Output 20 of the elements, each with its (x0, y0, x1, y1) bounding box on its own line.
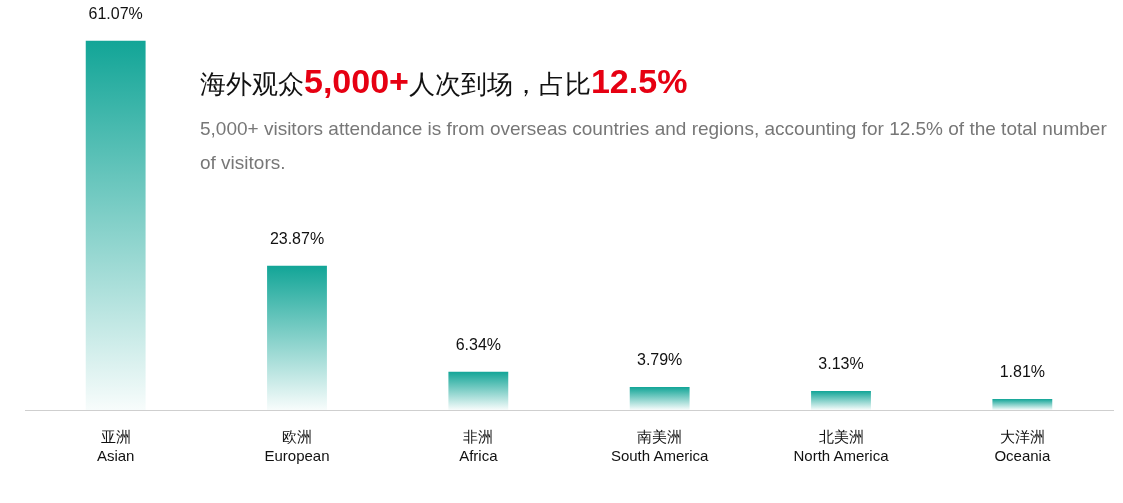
bar (992, 399, 1053, 410)
x-tick-label: 非洲 Africa (459, 427, 499, 465)
bar (448, 371, 509, 410)
x-tick-label: 北美洲 North America (793, 427, 890, 465)
data-label: 61.07% (88, 5, 143, 23)
text: 5,000+ visitors attendance is from overseas countries and regions, accounting for 12.5% of the total number of visitors. (200, 117, 1108, 175)
x-tick-label: 亚洲 Asian (96, 427, 135, 465)
data-label: 23.87% (269, 230, 325, 248)
data-label: 3.79% (636, 351, 683, 369)
text: 海外观众5,000+人次到场，占比12.5% (200, 62, 689, 102)
bar (267, 265, 327, 410)
bar (85, 40, 146, 410)
data-label: 1.81% (999, 363, 1046, 381)
data-label: 3.13% (818, 355, 864, 373)
bar (629, 387, 690, 410)
bar (811, 391, 871, 410)
data-label: 6.34% (455, 336, 502, 354)
x-tick-label: 欧洲 European (264, 427, 330, 465)
x-tick-label: 大洋洲 Oceania (994, 427, 1051, 465)
x-tick-label: 南美洲 South America (610, 427, 710, 465)
